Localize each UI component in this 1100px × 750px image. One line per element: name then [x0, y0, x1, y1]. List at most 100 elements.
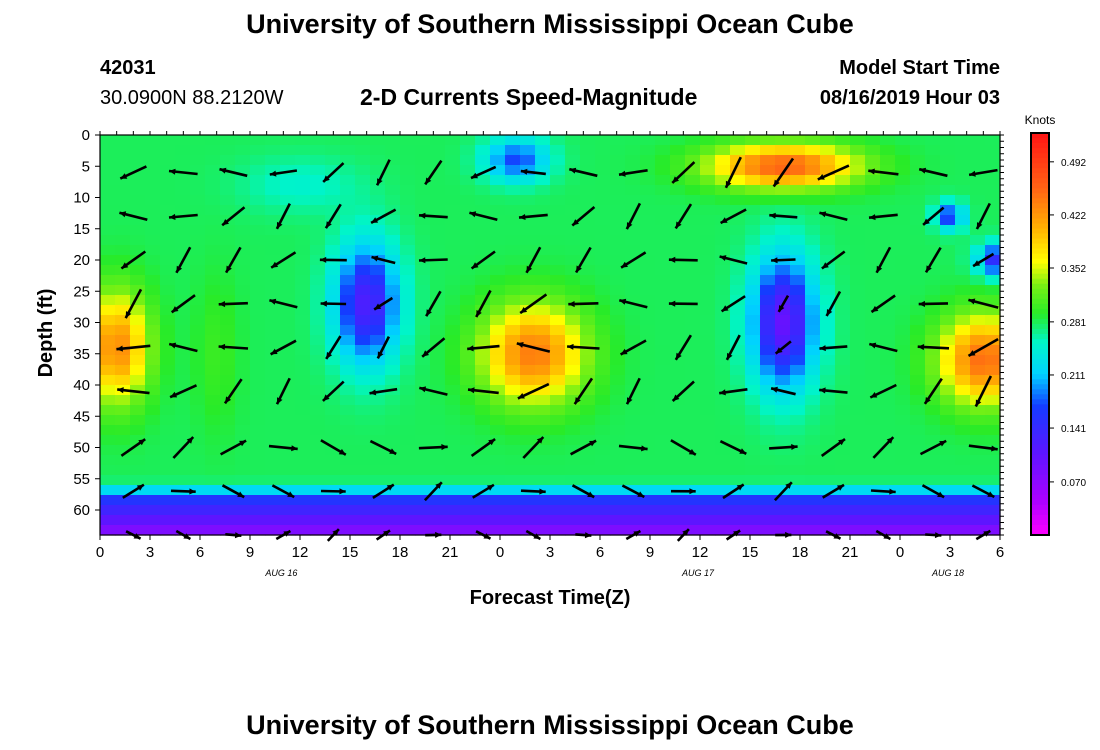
heatmap-cell	[715, 525, 731, 536]
heatmap-cell	[985, 475, 1001, 486]
heatmap-cell	[145, 175, 161, 186]
heatmap-cell	[655, 295, 671, 306]
heatmap-cell	[580, 485, 596, 496]
heatmap-cell	[430, 315, 446, 326]
heatmap-cell	[160, 155, 176, 166]
heatmap-cell	[745, 195, 761, 206]
heatmap-cell	[610, 435, 626, 446]
heatmap-cell	[790, 495, 806, 506]
heatmap-cell	[595, 245, 611, 256]
heatmap-cell	[160, 355, 176, 366]
heatmap-cell	[625, 425, 641, 436]
heatmap-cell	[895, 235, 911, 246]
heatmap-cell	[910, 415, 926, 426]
heatmap-cell	[910, 375, 926, 386]
current-arrow	[320, 300, 347, 307]
heatmap-cell	[715, 415, 731, 426]
heatmap-cell	[130, 265, 146, 276]
heatmap-cell	[805, 365, 821, 376]
heatmap-cell	[640, 235, 656, 246]
colorbar-swatch	[1031, 519, 1049, 526]
heatmap-cell	[850, 135, 866, 146]
heatmap-cell	[970, 385, 986, 396]
heatmap-cell	[565, 315, 581, 326]
heatmap-cell	[865, 325, 881, 336]
heatmap-cell	[580, 405, 596, 416]
heatmap-cell	[670, 145, 686, 156]
current-arrow	[769, 212, 798, 219]
heatmap-cell	[130, 245, 146, 256]
heatmap-cell	[295, 295, 311, 306]
current-arrow	[517, 382, 550, 400]
heatmap-cell	[205, 475, 221, 486]
colorbar-swatch	[1031, 223, 1049, 230]
heatmap-cell	[445, 185, 461, 196]
heatmap-cell	[805, 325, 821, 336]
x-tick-label: 12	[292, 544, 309, 561]
heatmap-cell	[550, 165, 566, 176]
heatmap-cell	[235, 335, 251, 346]
heatmap-cell	[925, 285, 941, 296]
heatmap-cell	[205, 215, 221, 226]
heatmap-cell	[985, 495, 1001, 506]
heatmap-cell	[895, 185, 911, 196]
heatmap-cell	[625, 405, 641, 416]
heatmap-cell	[730, 405, 746, 416]
heatmap-cell	[415, 495, 431, 506]
heatmap-cell	[340, 325, 356, 336]
heatmap-cell	[940, 445, 956, 456]
heatmap-cell	[760, 345, 776, 356]
heatmap-cell	[865, 255, 881, 266]
current-arrow	[320, 488, 346, 495]
heatmap-cell	[640, 335, 656, 346]
heatmap-cell	[415, 245, 431, 256]
heatmap-cell	[850, 385, 866, 396]
heatmap-cell	[250, 175, 266, 186]
heatmap-cell	[985, 325, 1001, 336]
colorbar-swatch	[1031, 203, 1049, 209]
heatmap-cell	[265, 385, 281, 396]
heatmap-cell	[460, 365, 476, 376]
heatmap-cell	[445, 505, 461, 516]
heatmap-cell	[985, 365, 1001, 376]
heatmap-cell	[700, 255, 716, 266]
heatmap-cell	[565, 265, 581, 276]
heatmap-cell	[940, 195, 956, 206]
heatmap-cell	[565, 235, 581, 246]
heatmap-cell	[490, 385, 506, 396]
heatmap-cell	[400, 205, 416, 216]
heatmap-cell	[100, 425, 116, 436]
heatmap-cell	[940, 135, 956, 146]
heatmap-cell	[910, 425, 926, 436]
heatmap-cell	[235, 495, 251, 506]
heatmap-cell	[280, 255, 296, 266]
heatmap-cell	[700, 265, 716, 276]
heatmap-cell	[580, 155, 596, 166]
x-tick-label: 0	[96, 544, 104, 561]
heatmap-cell	[940, 475, 956, 486]
heatmap-cell	[340, 145, 356, 156]
heatmap-cell	[925, 325, 941, 336]
heatmap-cell	[325, 405, 341, 416]
x-tick-label: 15	[742, 544, 759, 561]
heatmap-cell	[985, 515, 1001, 526]
heatmap-cell	[790, 335, 806, 346]
current-arrow	[625, 377, 641, 405]
heatmap-cell	[265, 185, 281, 196]
heatmap-cell	[850, 395, 866, 406]
heatmap-cell	[655, 215, 671, 226]
heatmap-cell	[835, 425, 851, 436]
heatmap-cell	[565, 155, 581, 166]
colorbar-swatch	[1031, 429, 1049, 436]
heatmap-cell	[895, 265, 911, 276]
heatmap-cell	[925, 455, 941, 466]
heatmap-cell	[295, 475, 311, 486]
heatmap-cell	[490, 195, 506, 206]
heatmap-cell	[550, 155, 566, 166]
heatmap-cell	[835, 165, 851, 176]
heatmap-cell	[295, 205, 311, 216]
heatmap-cell	[100, 395, 116, 406]
heatmap-cell	[190, 465, 206, 476]
heatmap-cell	[475, 165, 491, 176]
heatmap-cell	[385, 215, 401, 226]
